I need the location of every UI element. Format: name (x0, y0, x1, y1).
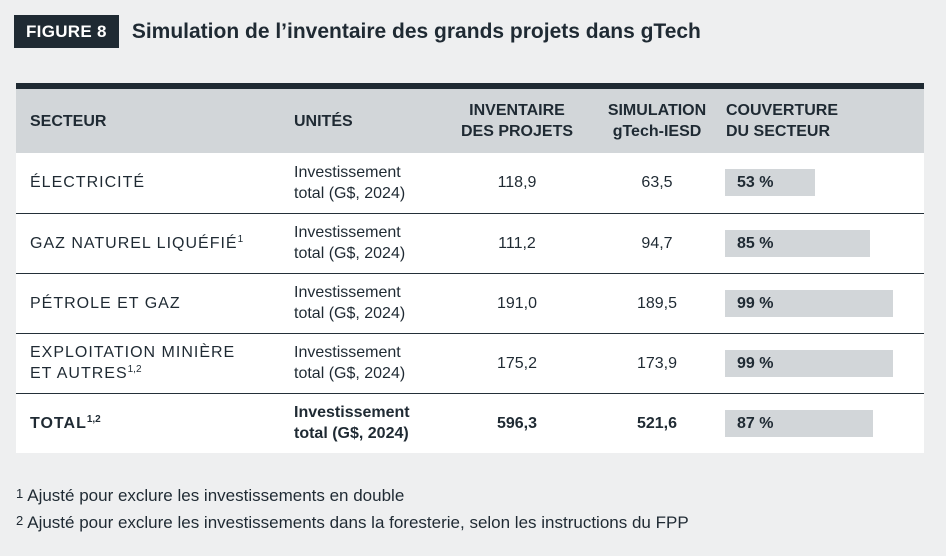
unites-line2: total (G$, 2024) (294, 425, 409, 443)
table-row: PÉTROLE ET GAZ Investissement total (G$, … (16, 273, 924, 333)
table-row: EXPLOITATION MINIÈRE ET AUTRES1,2 Investi… (16, 333, 924, 393)
header-unites: UNITÉS (294, 112, 353, 130)
header-couverture-line2: DU SECTEUR (726, 123, 831, 140)
table-row: GAZ NATUREL LIQUÉFIÉ1 Investissement tota… (16, 213, 924, 273)
unites-line2: total (G$, 2024) (294, 245, 406, 262)
footnote: 1 Ajusté pour exclure les investissements… (16, 483, 689, 510)
unites-cell: Investissement total (G$, 2024) (294, 153, 442, 213)
table-top-rule (16, 83, 924, 89)
header-secteur: SECTEUR (30, 112, 107, 130)
unites-line1: Investissement (294, 404, 410, 422)
secteur-label: GAZ NATUREL LIQUÉFIÉ (30, 234, 238, 252)
footnote-number: 1 (16, 486, 24, 501)
inventaire-cell: 111,2 (498, 234, 536, 252)
couverture-cell: 85 % (722, 213, 924, 273)
simulation-cell: 173,9 (636, 354, 678, 372)
secteur-label: ÉLECTRICITÉ (30, 174, 146, 192)
coverage-bar: 85 % (725, 229, 870, 257)
footnote-text: Ajusté pour exclure les investissements … (27, 513, 689, 532)
total-label: TOTAL (30, 414, 87, 432)
coverage-table: SECTEUR UNITÉS INVENTAIRE DES PROJETS SI… (16, 83, 924, 453)
footnote-text: Ajusté pour exclure les investissements … (27, 486, 405, 505)
unites-line2: total (G$, 2024) (294, 305, 406, 322)
simulation-cell: 63,5 (641, 174, 673, 192)
secteur-cell: PÉTROLE ET GAZ (16, 273, 294, 333)
unites-line2: total (G$, 2024) (294, 184, 406, 202)
header-simulation: SIMULATION gTech-IESD (592, 89, 722, 153)
inventaire-cell: 118,9 (497, 174, 537, 192)
table-row: ÉLECTRICITÉ Investissement total (G$, 202… (16, 153, 924, 213)
unites-cell: Investissement total (G$, 2024) (294, 333, 442, 393)
figure-title: Simulation de l’inventaire des grands pr… (131, 19, 701, 43)
unites-cell: Investissement total (G$, 2024) (294, 273, 442, 333)
secteur-cell: ÉLECTRICITÉ (16, 153, 294, 213)
secteur-label-line1: EXPLOITATION MINIÈRE (30, 344, 236, 361)
unites-line2: total (G$, 2024) (294, 365, 406, 382)
total-simulation-cell: 521,6 (636, 414, 678, 432)
header-simulation-line2: gTech-IESD (612, 123, 702, 140)
unites-cell: Investissement total (G$, 2024) (294, 393, 442, 453)
coverage-bar: 99 % (725, 349, 893, 377)
secteur-label-line2: ET AUTRES (30, 365, 128, 382)
figure-label: FIGURE 8 (14, 15, 119, 48)
coverage-bar: 99 % (725, 289, 893, 317)
footnote-ref: 1,2 (86, 413, 101, 425)
unites-cell: Investissement total (G$, 2024) (294, 213, 442, 273)
simulation-cell: 94,7 (641, 234, 673, 252)
header-inventaire-line1: INVENTAIRE (469, 102, 565, 119)
inventaire-cell: 175,2 (496, 354, 538, 372)
footnote-ref: 1,2 (127, 364, 142, 375)
header-inventaire-line2: DES PROJETS (460, 123, 574, 140)
figure-header: FIGURE 8 Simulation de l’inventaire des … (14, 15, 701, 48)
simulation-cell: 189,5 (636, 294, 678, 312)
unites-line1: Investissement (294, 344, 401, 361)
footnote: 2 Ajusté pour exclure les investissements… (16, 510, 689, 537)
secteur-cell: EXPLOITATION MINIÈRE ET AUTRES1,2 (16, 333, 294, 393)
header-inventaire: INVENTAIRE DES PROJETS (442, 89, 592, 153)
coverage-bar: 87 % (725, 409, 873, 437)
secteur-cell: GAZ NATUREL LIQUÉFIÉ1 (16, 213, 294, 273)
unites-line1: Investissement (294, 163, 401, 181)
header-simulation-line1: SIMULATION (607, 102, 707, 119)
total-label-cell: TOTAL1,2 (16, 393, 294, 453)
coverage-bar: 53 % (725, 169, 815, 197)
total-inventaire-cell: 596,3 (496, 414, 538, 432)
couverture-cell: 99 % (722, 273, 924, 333)
couverture-cell: 53 % (722, 153, 924, 213)
inventaire-cell: 191,0 (496, 294, 538, 312)
secteur-label: PÉTROLE ET GAZ (30, 294, 181, 312)
header-couverture: COUVERTURE DU SECTEUR (722, 89, 924, 153)
couverture-cell: 99 % (722, 333, 924, 393)
total-row: TOTAL1,2 Investissement total (G$, 2024) … (16, 393, 924, 453)
unites-line1: Investissement (294, 224, 401, 241)
footnote-ref: 1 (237, 233, 244, 245)
couverture-cell: 87 % (722, 393, 924, 453)
table-header-row: SECTEUR UNITÉS INVENTAIRE DES PROJETS SI… (16, 89, 924, 153)
footnote-number: 2 (16, 513, 24, 528)
header-couverture-line1: COUVERTURE (726, 102, 839, 119)
unites-line1: Investissement (294, 284, 401, 301)
footnotes: 1 Ajusté pour exclure les investissements… (16, 483, 689, 537)
